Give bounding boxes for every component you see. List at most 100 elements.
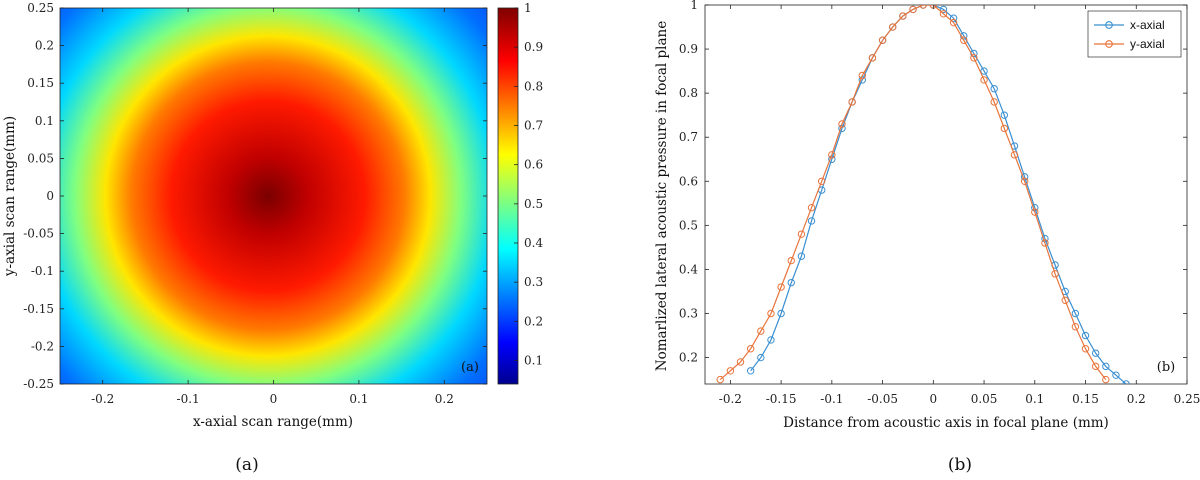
line-y-tick-label: 1 <box>690 0 698 12</box>
colorbar-tick-label: 0.2 <box>524 314 543 328</box>
line-x-tick-label: 0.25 <box>1174 392 1200 406</box>
line-x-label: Distance from acoustic axis in focal pla… <box>783 415 1109 431</box>
heatmap-y-label: y-axial scan range(mm) <box>2 116 18 277</box>
data-point-y-axial <box>848 98 856 106</box>
line-y-tick-label: 0.9 <box>679 42 698 56</box>
data-point-y-axial <box>1061 296 1069 304</box>
data-point-x-axial <box>1000 111 1009 119</box>
data-point-y-axial <box>1020 177 1029 185</box>
heatmap-y-tick-label: -0.1 <box>31 264 54 278</box>
line-plot-frame <box>704 4 1188 385</box>
colorbar: 1 0.9 0.8 0.7 0.6 0.5 0.4 0.3 0.2 0.1 <box>497 1 543 385</box>
heatmap-y-ticks: 0.25 0.2 0.15 0.1 0.05 0 -0.05 -0.1 -0.15 -0.2 -0.… <box>23 1 487 391</box>
data-point-y-axial <box>980 76 988 84</box>
heatmap-panel-tag: (a) <box>461 360 479 375</box>
data-point-y-axial <box>757 327 765 335</box>
line-x-tick-label: -0.2 <box>719 392 742 406</box>
data-point-x-axial <box>757 353 765 362</box>
data-point-y-axial <box>838 120 846 128</box>
colorbar-tick-label: 0.8 <box>524 79 543 93</box>
heatmap-y-tick-label: -0.05 <box>23 227 54 241</box>
line-y-ticks: 1 0.9 0.8 0.7 0.6 0.5 0.4 0.3 0.2 <box>679 0 1187 365</box>
data-point-y-axial <box>817 177 826 185</box>
colorbar-tick-label: 0.9 <box>524 40 543 54</box>
heatmap-y-tick-label: 0.1 <box>35 114 54 128</box>
caption-b: (b) <box>948 455 972 475</box>
line-x-tick-label: 0.15 <box>1072 392 1099 406</box>
data-point-x-axial <box>1091 349 1100 357</box>
heatmap-y-tick-label: -0.15 <box>23 302 54 316</box>
data-point-y-axial <box>939 10 948 18</box>
line-x-tick-label: -0.1 <box>820 392 843 406</box>
data-point-y-axial <box>807 204 816 212</box>
colorbar-tick-label: 0.6 <box>524 158 543 172</box>
data-point-y-axial <box>777 283 785 291</box>
data-point-y-axial <box>889 23 897 31</box>
data-point-y-axial <box>1091 362 1100 371</box>
data-point-x-axial <box>980 67 988 75</box>
data-point-y-axial <box>899 12 907 20</box>
heatmap-y-tick-label: 0.05 <box>27 151 54 165</box>
data-point-x-axial <box>949 14 958 22</box>
heatmap-x-tick-label: -0.1 <box>177 392 200 406</box>
legend-marker-y-axial <box>1105 40 1113 48</box>
heatmap-y-tick-label: 0.25 <box>27 1 54 15</box>
data-point-y-axial <box>828 151 836 159</box>
data-point-y-axial <box>868 54 877 62</box>
line-y-tick-label: 0.2 <box>679 351 698 365</box>
data-point-x-axial <box>746 367 755 375</box>
legend-label-y-axial: y-axial <box>1130 37 1165 51</box>
data-point-x-axial <box>939 5 948 14</box>
line-y-tick-label: 0.7 <box>679 130 698 144</box>
colorbar-tick-label: 1 <box>524 1 532 15</box>
line-panel-tag: (b) <box>1157 360 1175 375</box>
data-point-y-axial <box>949 18 958 27</box>
line-x-tick-label: -0.15 <box>766 392 797 406</box>
line-y-tick-label: 0.5 <box>679 218 698 232</box>
data-point-y-axial <box>1081 345 1090 353</box>
heatmap-x-tick-label: 0.1 <box>349 392 368 406</box>
legend-box <box>1087 10 1182 58</box>
data-point-y-axial <box>970 54 978 62</box>
caption-a: (a) <box>235 455 258 475</box>
heatmap-spot <box>60 8 487 384</box>
heatmap-x-label: x-axial scan range(mm) <box>193 414 353 430</box>
series-line-x-axial <box>750 5 1127 384</box>
colorbar-tick-label: 0.1 <box>524 354 543 368</box>
data-point-y-axial <box>716 375 724 384</box>
data-point-y-axial <box>858 71 866 80</box>
line-x-tick-label: 0.2 <box>1127 392 1146 406</box>
data-point-y-axial <box>919 5 927 9</box>
data-point-y-axial <box>1041 239 1049 247</box>
line-x-tick-label: 0.05 <box>971 392 998 406</box>
data-point-y-axial <box>1051 270 1059 278</box>
data-point-y-axial <box>746 345 755 353</box>
line-series-group <box>716 5 1130 384</box>
colorbar-tick-label: 0.3 <box>524 275 543 289</box>
data-point-y-axial <box>990 98 998 106</box>
data-point-x-axial <box>1081 331 1090 340</box>
colorbar-tick-label: 0.5 <box>524 197 543 211</box>
line-y-tick-label: 0.4 <box>679 262 698 276</box>
data-point-y-axial <box>1031 208 1039 216</box>
data-point-y-axial <box>909 5 917 14</box>
line-x-tick-label: -0.05 <box>867 392 898 406</box>
line-y-tick-label: 0.3 <box>679 306 698 320</box>
line-panel: -0.2 -0.15 -0.1 -0.05 0 0.05 0.1 0.15 0.2 0.25 1 0… <box>654 0 1200 475</box>
legend-marker-x-axial <box>1105 21 1113 29</box>
data-point-y-axial <box>736 358 745 366</box>
data-point-y-axial <box>1102 375 1110 384</box>
data-point-x-axial <box>1102 362 1110 371</box>
data-point-y-axial <box>726 367 735 375</box>
colorbar-tick-label: 0.4 <box>524 236 543 250</box>
heatmap-x-ticks: -0.2 -0.1 0 0.1 0.2 <box>91 8 454 406</box>
heatmap-panel: -0.2 -0.1 0 0.1 0.2 0.25 0.2 0.15 0.1 0.05 0 -0.05… <box>2 1 488 475</box>
data-point-x-axial <box>807 217 816 225</box>
line-y-label: Nomarlized lateral acoustic pressure in … <box>654 21 670 371</box>
data-point-y-axial <box>1000 124 1009 133</box>
data-point-y-axial <box>797 230 806 238</box>
heatmap-x-tick-label: 0 <box>270 392 278 406</box>
data-point-x-axial <box>1112 371 1120 379</box>
data-point-x-axial <box>797 252 806 260</box>
data-point-y-axial <box>960 36 968 44</box>
